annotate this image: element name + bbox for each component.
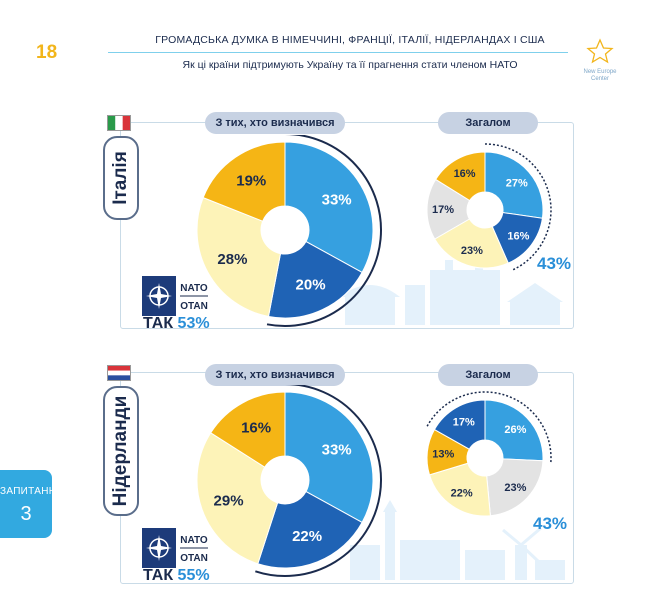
- pie-chart-netherlands-overall: 26% 23% 22% 13% 17%: [426, 391, 552, 517]
- pie-slice-label-2: 23%: [461, 245, 483, 257]
- overall-yes-netherlands: 43%: [533, 514, 568, 533]
- country-label-box-italy: Італія: [103, 136, 139, 220]
- pie-chart-italy-overall: 27% 16% 23% 17% 16%: [426, 143, 552, 271]
- page-title: ГРОМАДСЬКА ДУМКА В НІМЕЧЧИНІ, ФРАНЦІЇ, І…: [155, 34, 545, 46]
- country-label-netherlands: Нідерланди: [110, 395, 131, 507]
- pie-slice-3: [210, 391, 286, 468]
- pie-slice-label-0: 33%: [322, 442, 352, 459]
- pie-slice-0: [284, 391, 374, 524]
- pill-overall-netherlands: Загалом: [438, 364, 538, 386]
- star-icon: [586, 38, 614, 64]
- pie-slice-label-1: 16%: [507, 230, 529, 242]
- pie-slice-label-2: 28%: [217, 251, 247, 268]
- pie-chart-italy-decided: 33% 20% 28% 19%: [196, 135, 382, 327]
- pie-slice-1: [257, 490, 363, 569]
- yes-total-italy: ТАК 53%: [143, 315, 210, 333]
- pie-slice-2: [434, 218, 509, 269]
- netherlands-flag-icon: [107, 365, 131, 381]
- pill-overall-italy: Загалом: [438, 112, 538, 134]
- yes-label-italy: ТАК: [143, 315, 174, 332]
- nato-logo-icon: NATO OTAN: [142, 528, 208, 568]
- pie-slice-2: [196, 432, 279, 565]
- pie-slice-0: [284, 141, 374, 274]
- page-subtitle: Як ці країни підтримують Україну та її п…: [182, 59, 518, 71]
- yes-value-netherlands: 55%: [177, 567, 210, 584]
- pie-slice-label-3: 17%: [432, 204, 454, 216]
- pie-slice-label-3: 19%: [236, 173, 266, 190]
- nato-logo-italy: NATO OTAN: [142, 276, 212, 316]
- nato-logo-icon: NATO OTAN: [142, 276, 208, 316]
- pie-slice-label-0: 33%: [322, 192, 352, 209]
- yes-arc-indicator: [484, 143, 552, 271]
- pie-slice-label-1: 23%: [504, 482, 526, 494]
- new-europe-center-logo: New Europe Center: [574, 38, 626, 83]
- header-divider: [108, 52, 568, 53]
- yes-total-netherlands: ТАК 55%: [143, 567, 210, 585]
- pill-decided-netherlands: З тих, хто визначився: [205, 364, 345, 386]
- pie-slice-label-1: 22%: [292, 528, 322, 545]
- city-skyline-netherlands: [350, 500, 565, 580]
- question-number: 3: [20, 503, 32, 525]
- pie-slice-label-4: 16%: [454, 168, 476, 180]
- nato-logo-netherlands: NATO OTAN: [142, 528, 212, 568]
- pie-slice-4: [435, 151, 486, 202]
- country-label-italy: Італія: [110, 151, 131, 205]
- otan-text: OTAN: [180, 301, 208, 312]
- yes-label-netherlands: ТАК: [143, 567, 174, 584]
- pie-slice-1: [486, 458, 544, 517]
- pie-slice-label-2: 22%: [451, 488, 473, 500]
- pie-slice-label-2: 29%: [214, 493, 244, 510]
- pie-slice-0: [484, 151, 544, 219]
- pie-slice-2: [196, 196, 282, 318]
- otan-text: OTAN: [180, 553, 208, 564]
- pill-decided-italy: З тих, хто визначився: [205, 112, 345, 134]
- pie-slice-label-0: 26%: [504, 424, 526, 436]
- pie-slice-0: [484, 399, 544, 462]
- nato-text: NATO: [180, 283, 208, 294]
- pie-slice-label-3: 13%: [432, 448, 454, 460]
- logo-text: New Europe Center: [583, 69, 617, 82]
- pie-chart-netherlands-decided: 33% 22% 29% 16%: [196, 385, 382, 577]
- pie-slice-label-4: 17%: [453, 417, 475, 429]
- question-badge: ЗАПИТАННЯ 3: [0, 470, 64, 538]
- nato-text: NATO: [180, 535, 208, 546]
- pie-slice-label-3: 16%: [241, 420, 271, 437]
- pie-slice-3: [202, 141, 286, 222]
- pie-slice-label-0: 27%: [506, 177, 528, 189]
- yes-arc-indicator: [255, 385, 382, 577]
- pie-slice-2: [428, 462, 491, 517]
- italy-flag-icon: [107, 115, 131, 131]
- pie-slice-4: [433, 399, 486, 450]
- italy-panel: [120, 122, 574, 329]
- pie-slice-label-1: 20%: [296, 277, 326, 294]
- country-label-box-netherlands: Нідерланди: [103, 386, 139, 516]
- yes-value-italy: 53%: [177, 315, 210, 332]
- overall-yes-italy: 43%: [537, 254, 572, 273]
- question-label: ЗАПИТАННЯ: [0, 486, 64, 497]
- pie-slice-1: [267, 240, 363, 319]
- page-number: 18: [36, 42, 58, 63]
- yes-arc-indicator: [426, 391, 552, 463]
- yes-arc-indicator: [266, 135, 382, 327]
